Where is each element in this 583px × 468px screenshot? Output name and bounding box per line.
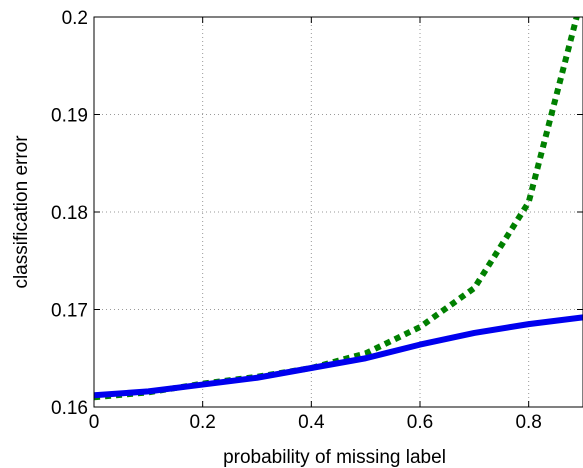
- y-axis-label: classification error: [11, 135, 32, 289]
- x-axis-label: probability of missing label: [223, 447, 446, 468]
- ticks: 0 0.2 0.4 0.6 0.8 0.16 0.17 0.18 0.19 0.2: [51, 8, 583, 433]
- y-tick-label: 0.19: [51, 106, 88, 127]
- series-layer: [94, 17, 583, 401]
- y-tick-label: 0.17: [51, 301, 88, 322]
- grid: [94, 17, 583, 407]
- y-tick-label: 0.2: [62, 8, 88, 29]
- x-tick-label: 0.4: [298, 412, 325, 433]
- x-tick-label: 0.6: [407, 412, 433, 433]
- x-tick-label: 0.2: [189, 412, 215, 433]
- y-tick-label: 0.16: [51, 398, 88, 419]
- x-tick-label: 0: [89, 412, 100, 433]
- solid-series-line: [94, 314, 583, 399]
- y-tick-label: 0.18: [51, 203, 88, 224]
- x-tick-label: 0.8: [515, 412, 541, 433]
- dotted-series-line: [94, 17, 580, 401]
